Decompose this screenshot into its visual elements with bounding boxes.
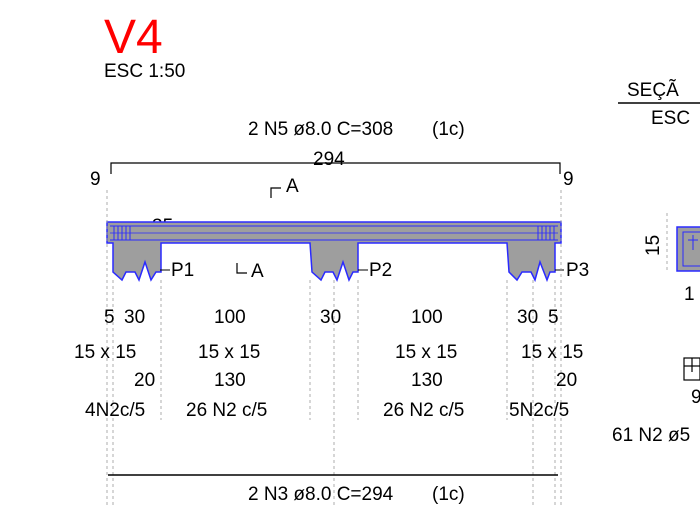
section-partial-dim: 1 xyxy=(684,284,695,305)
section-title: SEÇÃ xyxy=(627,79,679,101)
span-dim-1: 30 xyxy=(124,307,145,328)
span-dim-2: 100 xyxy=(214,307,246,328)
span-dim-0: 5 xyxy=(104,307,115,328)
drawing-title: V4 xyxy=(104,11,163,64)
stirrup-length-1: 130 xyxy=(214,370,246,391)
span-dim-4: 100 xyxy=(411,307,443,328)
support-label-p3: P3 xyxy=(566,260,589,281)
cut-mark-bottom-label: A xyxy=(251,261,264,282)
bottom-bar-layer: (1c) xyxy=(432,484,465,505)
beam-body xyxy=(106,221,562,283)
section-partial-9: 9 xyxy=(691,387,700,408)
cut-mark-top-icon xyxy=(270,187,281,198)
extension-lines xyxy=(106,190,562,505)
right-stirrups xyxy=(537,226,555,240)
stirrup-spec-2: 26 N2 c/5 xyxy=(383,400,464,421)
stirrup-spec-0: 4N2c/5 xyxy=(85,400,145,421)
cut-mark-top-label: A xyxy=(286,176,299,197)
top-bar-length: 294 xyxy=(313,149,345,170)
section-dim-2: 15 x 15 xyxy=(395,342,457,363)
top-bar-label: 2 N5 ø8.0 C=308 xyxy=(248,119,393,140)
section-shape xyxy=(676,226,700,272)
hook-right-label: 9 xyxy=(563,169,574,190)
drawing-scale: ESC 1:50 xyxy=(104,61,185,82)
stirrup-spec-1: 26 N2 c/5 xyxy=(186,400,267,421)
section-stirrup xyxy=(682,231,700,267)
section-stirrup-icon xyxy=(683,357,700,381)
stirrup-length-2: 130 xyxy=(411,370,443,391)
stirrup-length-3: 20 xyxy=(556,370,577,391)
span-dim-6: 5 xyxy=(548,307,559,328)
hook-left-label: 9 xyxy=(90,169,101,190)
section-dim-3: 15 x 15 xyxy=(521,342,583,363)
span-dim-3: 30 xyxy=(320,307,341,328)
cut-mark-bottom-icon xyxy=(236,263,247,274)
stirrup-length-0: 20 xyxy=(134,370,155,391)
section-dim-1: 15 x 15 xyxy=(198,342,260,363)
bottom-bar-label: 2 N3 ø8.0 C=294 xyxy=(248,484,394,505)
top-bar-layer: (1c) xyxy=(432,119,465,140)
section-stirrups-label: 61 N2 ø5 xyxy=(612,425,690,446)
span-dim-5: 30 xyxy=(517,307,538,328)
section-height-label: 15 xyxy=(643,235,664,256)
support-label-p1: P1 xyxy=(171,260,194,281)
section-scale: ESC xyxy=(651,108,690,129)
left-stirrups xyxy=(113,226,131,240)
stirrup-spec-3: 5N2c/5 xyxy=(509,400,569,421)
section-dim-0: 15 x 15 xyxy=(74,342,136,363)
top-bar-line xyxy=(110,162,561,174)
support-label-p2: P2 xyxy=(369,260,392,281)
